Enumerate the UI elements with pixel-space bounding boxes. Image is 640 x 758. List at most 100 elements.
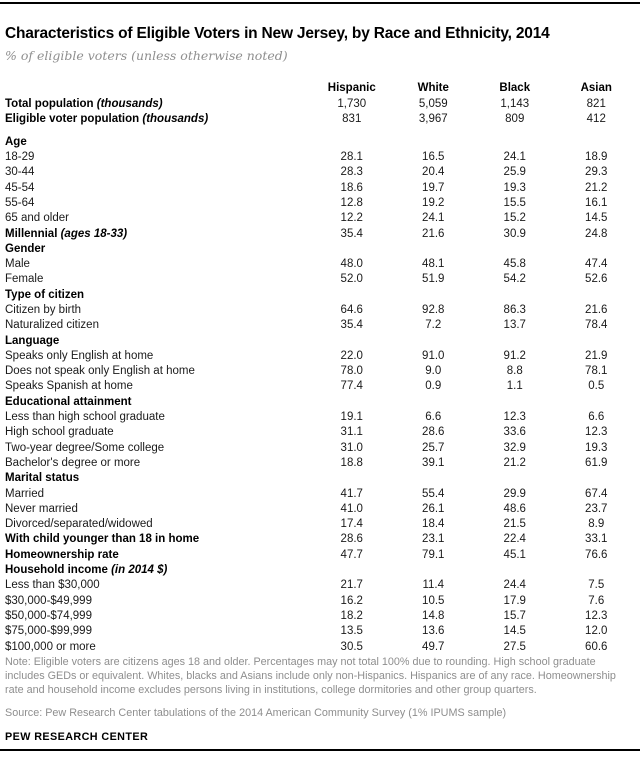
- cell-value: 24.8: [585, 227, 608, 240]
- cell-value: 47.4: [585, 258, 608, 271]
- cell-value: 78.4: [585, 319, 608, 332]
- cell-value: 14.8: [422, 609, 445, 622]
- cell-value: 0.5: [588, 380, 605, 393]
- cell-value: 21.9: [585, 349, 608, 362]
- cell-value: 76.6: [585, 548, 608, 561]
- cell-value: 30.9: [503, 227, 526, 240]
- voter-characteristics-table: Hispanic White Black Asian Total population …: [5, 80, 638, 655]
- cell-value: 12.3: [503, 411, 526, 424]
- row-label-note: (in 2014 $): [107, 564, 168, 577]
- cell-value: 28.3: [340, 166, 363, 179]
- row-label: $30,000-$49,999: [5, 594, 92, 607]
- column-header: Hispanic: [327, 81, 376, 94]
- cell-value: 29.3: [585, 166, 608, 179]
- cell-value: 54.2: [503, 273, 526, 286]
- cell-value: 45.8: [503, 258, 526, 271]
- cell-value: 64.6: [340, 304, 363, 316]
- cell-value: 48.0: [340, 258, 363, 271]
- row-label: Divorced/separated/widowed: [5, 518, 153, 531]
- page-subtitle: % of eligible voters (unless otherwise n…: [5, 48, 288, 63]
- cell-value: 17.9: [503, 594, 526, 607]
- cell-value: 23.1: [422, 533, 445, 546]
- cell-value: 10.5: [422, 594, 445, 607]
- table-row: $30,000-$49,999 16.2 10.5 17.9 7.6: [5, 594, 638, 609]
- cell-value: 9.0: [425, 365, 442, 378]
- cell-value: 16.5: [422, 151, 445, 164]
- brand-label: PEW RESEARCH CENTER: [5, 731, 149, 743]
- cell-value: 21.2: [503, 456, 526, 469]
- page-title: Characteristics of Eligible Voters in Ne…: [5, 25, 550, 42]
- row-label: Language: [5, 334, 60, 347]
- cell-value: 15.5: [503, 196, 526, 209]
- table-row: Divorced/separated/widowed 17.4 18.4 21.5 8.…: [5, 517, 638, 532]
- table-row: 30-44 28.3 20.4 25.9 29.3: [5, 165, 638, 180]
- cell-value: 48.1: [422, 258, 445, 271]
- table-row: $75,000-$99,999 13.5 13.6 14.5 12.0: [5, 624, 638, 639]
- section-header-row: Educational attainment: [5, 395, 638, 410]
- cell-value: 78.0: [340, 365, 363, 378]
- row-label: Educational attainment: [5, 395, 132, 408]
- table-row: Homeownership rate 47.7 79.1 45.1 76.6: [5, 548, 638, 563]
- cell-value: 1,143: [500, 98, 530, 111]
- row-label: 45-54: [5, 181, 35, 194]
- cell-value: 20.4: [422, 166, 445, 179]
- table-header-row: Hispanic White Black Asian: [5, 80, 638, 96]
- table-row: Naturalized citizen 35.4 7.2 13.7 78.4: [5, 318, 638, 333]
- table-row: $50,000-$74,999 18.2 14.8 15.7 12.3: [5, 609, 638, 624]
- table-row: 55-64 12.8 19.2 15.5 16.1: [5, 196, 638, 211]
- table-row: Less than $30,000 21.7 11.4 24.4 7.5: [5, 578, 638, 593]
- cell-value: 809: [505, 113, 525, 126]
- cell-value: 32.9: [503, 441, 526, 454]
- cell-value: 21.2: [585, 181, 608, 194]
- table-row: Eligible voter population (thousands) 831…: [5, 112, 638, 127]
- cell-value: 91.0: [422, 349, 445, 362]
- row-label: Does not speak only English at home: [5, 365, 195, 378]
- source-text: Source: Pew Research Center tabulations …: [5, 707, 507, 719]
- row-label: Bachelor's degree or more: [5, 456, 141, 469]
- table-row: $100,000 or more 30.5 49.7 27.5 60.6: [5, 639, 638, 654]
- cell-value: 52.6: [585, 273, 608, 286]
- table-row: Never married 41.0 26.1 48.6 23.7: [5, 502, 638, 517]
- cell-value: 24.1: [422, 212, 445, 225]
- cell-value: 8.8: [506, 365, 523, 378]
- cell-value: 5,059: [418, 98, 448, 111]
- cell-value: 7.5: [588, 579, 605, 592]
- cell-value: 17.4: [340, 518, 363, 531]
- table-row: Married 41.7 55.4 29.9 67.4: [5, 486, 638, 501]
- table-row: With child younger than 18 in home 28.6 23…: [5, 532, 638, 547]
- cell-value: 11.4: [422, 579, 445, 592]
- cell-value: 18.2: [340, 609, 363, 622]
- cell-value: 13.5: [340, 625, 363, 638]
- row-label: With child younger than 18 in home: [5, 533, 200, 546]
- cell-value: 19.3: [585, 441, 608, 454]
- column-header: White: [417, 81, 449, 94]
- row-label: High school graduate: [5, 426, 114, 439]
- row-label: Citizen by birth: [5, 304, 82, 316]
- cell-value: 7.6: [588, 594, 605, 607]
- report-figure: Characteristics of Eligible Voters in Ne…: [5, 25, 638, 655]
- cell-value: 19.2: [422, 196, 445, 209]
- section-header-row: Age: [5, 135, 638, 150]
- table-row: Citizen by birth 64.6 92.8 86.3 21.6: [5, 303, 638, 318]
- cell-value: 19.3: [503, 181, 526, 194]
- row-label: Eligible voter population (thousands): [5, 113, 209, 126]
- cell-value: 14.5: [503, 625, 526, 638]
- cell-value: 35.4: [340, 319, 363, 332]
- cell-value: 41.7: [340, 487, 363, 500]
- cell-value: 412: [586, 113, 606, 126]
- table-row: Two-year degree/Some college 31.0 25.7 32.9…: [5, 441, 638, 456]
- row-label: $100,000 or more: [5, 640, 96, 653]
- cell-value: 22.0: [340, 349, 363, 362]
- table-row: High school graduate 31.1 28.6 33.6 12.3: [5, 425, 638, 440]
- cell-value: 49.7: [422, 640, 445, 653]
- cell-value: 821: [586, 98, 606, 111]
- cell-value: 30.5: [340, 640, 363, 653]
- section-header-row: Marital status: [5, 471, 638, 486]
- section-header-row: Type of citizen: [5, 288, 638, 303]
- table-row: 45-54 18.6 19.7 19.3 21.2: [5, 180, 638, 195]
- row-label: Type of citizen: [5, 288, 85, 301]
- table-row: Female 52.0 51.9 54.2 52.6: [5, 272, 638, 287]
- cell-value: 67.4: [585, 487, 608, 500]
- table-row: Does not speak only English at home 78.0 9…: [5, 364, 638, 379]
- row-label: 55-64: [5, 196, 35, 209]
